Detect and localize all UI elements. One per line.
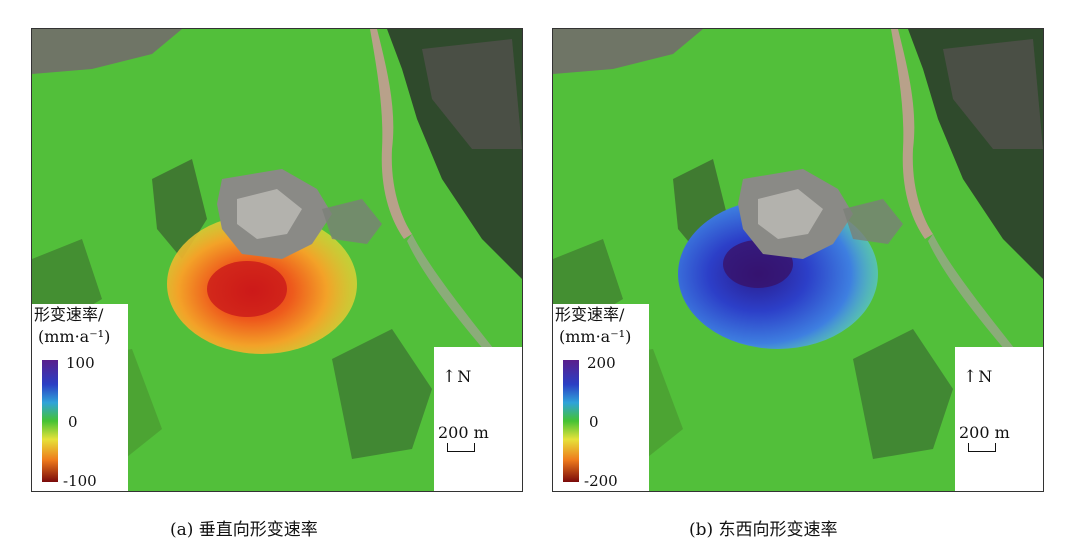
map-panel-vertical: 形变速率/ (mm·a⁻¹) 100 0 -100 ↑N 20 — [31, 28, 523, 492]
scale-bar — [447, 443, 475, 452]
legend-max-label: 200 — [587, 354, 616, 372]
legend-max-label: 100 — [66, 354, 95, 372]
north-label: N — [978, 367, 993, 386]
legend-mid-label: 0 — [68, 413, 78, 431]
legend-title: 形变速率/ — [555, 305, 625, 324]
legend-min-label: -100 — [63, 472, 97, 490]
scale-bar — [968, 443, 996, 452]
north-arrow-icon: ↑ — [442, 367, 457, 387]
caption-east-west: (b) 东西向形变速率 — [689, 520, 838, 540]
color-ramp — [563, 360, 579, 482]
legend-unit: (mm·a⁻¹) — [38, 327, 111, 346]
scale-label: 200 m — [438, 423, 489, 442]
scale-label: 200 m — [959, 423, 1010, 442]
legend-unit: (mm·a⁻¹) — [559, 327, 632, 346]
east-west-deformation-map — [553, 29, 1043, 491]
legend-title: 形变速率/ — [34, 305, 104, 324]
color-legend: 形变速率/ (mm·a⁻¹) 100 0 -100 — [32, 304, 128, 491]
north-label: N — [457, 367, 472, 386]
color-legend: 形变速率/ (mm·a⁻¹) 200 0 -200 — [553, 304, 649, 491]
legend-min-label: -200 — [584, 472, 618, 490]
legend-mid-label: 0 — [589, 413, 599, 431]
north-arrow-icon: ↑ — [963, 367, 978, 387]
map-panel-east-west: 形变速率/ (mm·a⁻¹) 200 0 -200 ↑N 20 — [552, 28, 1044, 492]
north-indicator: ↑N — [442, 367, 471, 386]
caption-vertical: (a) 垂直向形变速率 — [170, 520, 318, 540]
north-indicator: ↑N — [963, 367, 992, 386]
north-and-scale-box: ↑N 200 m — [955, 347, 1043, 491]
north-and-scale-box: ↑N 200 m — [434, 347, 522, 491]
color-ramp — [42, 360, 58, 482]
